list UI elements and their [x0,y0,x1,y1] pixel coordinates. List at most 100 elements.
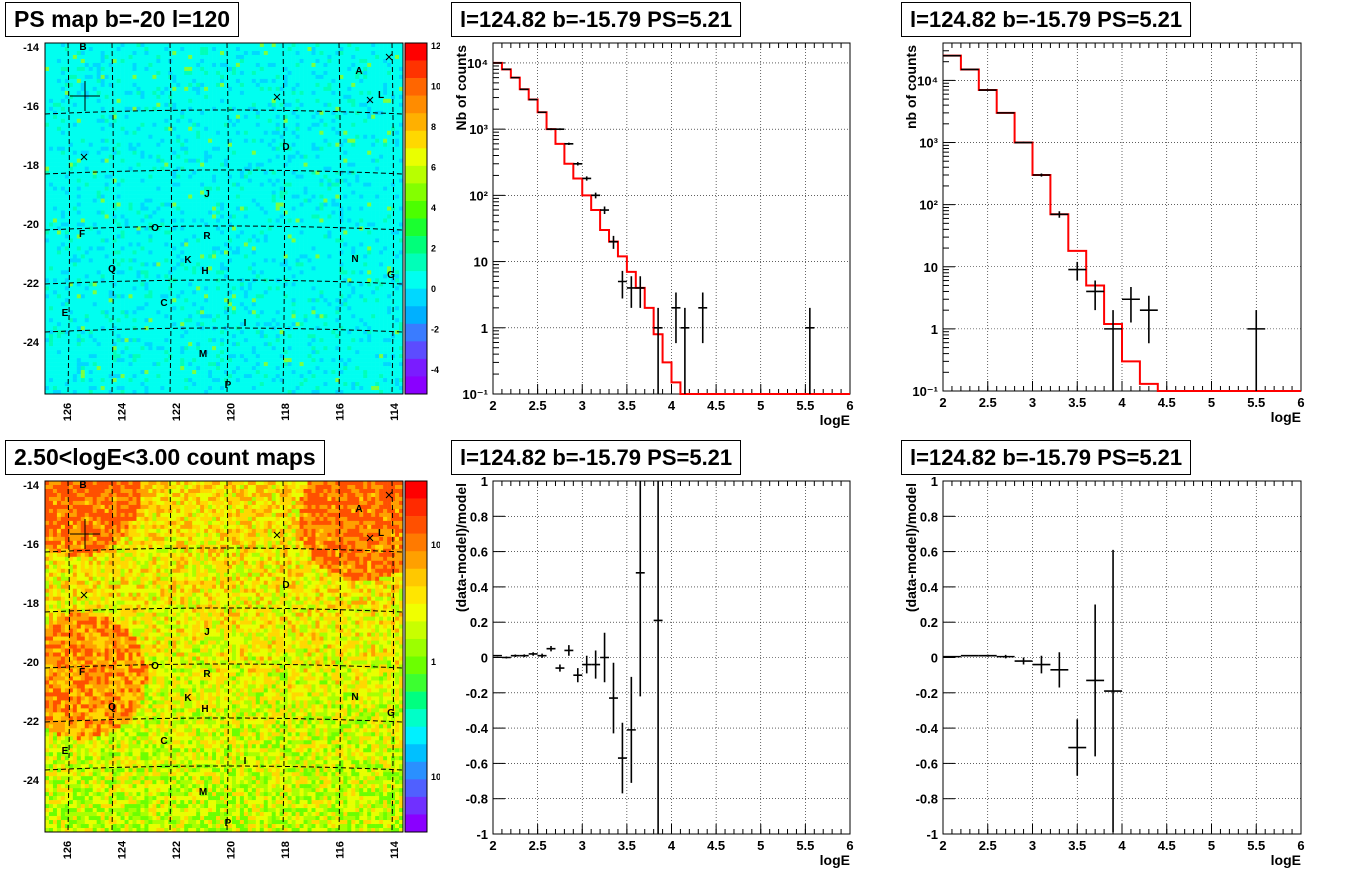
heatmap-cell [88,114,94,120]
heatmap-cell [92,54,98,60]
heatmap-cell [259,230,265,235]
heatmap-cell [263,106,269,112]
heatmap-cell [239,226,245,231]
heatmap-cell [164,250,169,255]
heatmap-cell [204,322,209,327]
heatmap-cell [56,354,62,359]
heatmap-cell [224,90,229,96]
heatmap-cell [231,170,237,175]
heatmap-cell [200,62,205,68]
heatmap-cell [88,102,94,108]
heatmap-cell [104,166,109,171]
heatmap-cell [263,58,269,64]
heatmap-cell [208,162,213,167]
heatmap-cell [156,198,161,203]
heatmap-cell [88,242,94,247]
heatmap-cell [255,358,261,363]
heatmap-cell [60,274,66,279]
heatmap-cell [204,106,209,112]
heatmap-cell [259,382,265,387]
heatmap-cell [243,358,249,363]
heatmap-cell [76,82,82,88]
heatmap-cell [184,126,189,132]
heatmap-cell [267,58,273,64]
heatmap-cell [164,58,169,64]
heatmap-cell [160,358,165,363]
heatmap-cell [196,94,201,100]
heatmap-cell [251,390,257,395]
heatmap-cell [216,334,221,339]
heatmap-cell [88,158,94,163]
heatmap-cell [52,182,58,187]
heatmap-cell [68,222,74,227]
heatmap-cell [152,334,157,339]
heatmap-cell [231,326,237,331]
heatmap-cell [84,150,90,155]
heatmap-cell [92,258,98,263]
heatmap-cell [120,62,125,68]
heatmap-cell [180,166,185,171]
heatmap-cell [235,342,241,347]
heatmap-cell [224,350,229,355]
heatmap-cell [152,134,157,140]
heatmap-cell [64,154,70,159]
heatmap-cell [136,106,141,112]
heatmap-cell [235,310,241,315]
heatmap-cell [180,246,185,251]
heatmap-cell [227,166,233,171]
heatmap-cell [204,298,209,303]
heatmap-cell [184,262,189,267]
heatmap-cell [120,122,125,128]
heatmap-cell [136,102,141,108]
heatmap-cell [168,246,173,251]
heatmap-cell [263,294,269,299]
heatmap-cell [208,266,213,271]
heatmap-cell [184,114,189,120]
heatmap-cell [224,366,229,371]
heatmap-cell [188,362,193,367]
heatmap-cell [140,314,145,319]
heatmap-cell [140,198,145,203]
heatmap-cell [72,130,78,136]
heatmap-cell [80,158,86,163]
heatmap-cell [60,330,66,335]
heatmap-cell [220,222,225,227]
heatmap-cell [108,50,113,56]
heatmap-cell [148,234,153,239]
heatmap-cell [108,186,113,191]
heatmap-cell [231,318,237,323]
heatmap-cell [216,374,221,379]
heatmap-cell [200,242,205,247]
heatmap-cell [243,126,249,132]
heatmap-cell [208,338,213,343]
heatmap-cell [227,142,233,148]
heatmap-cell [176,374,181,379]
heatmap-cell [263,206,269,211]
heatmap-cell [176,266,181,271]
heatmap-cell [120,366,125,371]
heatmap-cell [148,262,153,267]
heatmap-cell [128,118,133,124]
heatmap-cell [152,70,157,76]
heatmap-cell [45,62,50,68]
heatmap-cell [168,334,173,339]
heatmap-cell [216,98,221,104]
heatmap-cell [180,274,185,279]
heatmap-cell [156,294,161,299]
heatmap-cell [220,270,225,275]
heatmap-cell [128,190,133,195]
heatmap-cell [212,234,217,239]
heatmap-cell [164,338,169,343]
heatmap-cell [52,142,58,148]
heatmap-cell [231,322,237,327]
heatmap-cell [220,134,225,140]
heatmap-cell [172,46,177,52]
heatmap-cell [172,290,177,295]
heatmap-cell [184,342,189,347]
heatmap-cell [208,50,213,56]
heatmap-cell [104,114,109,120]
heatmap-cell [192,358,197,363]
heatmap-cell [152,242,157,247]
heatmap-cell [52,122,58,128]
heatmap-cell [52,258,58,263]
